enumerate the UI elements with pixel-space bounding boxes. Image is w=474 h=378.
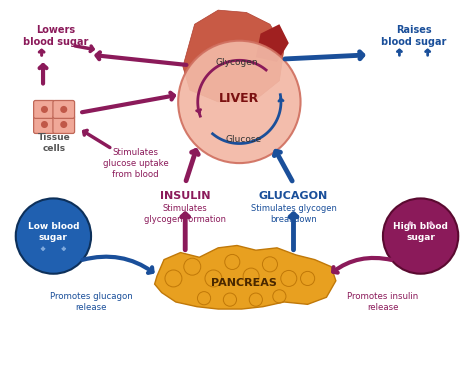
Circle shape (16, 198, 91, 274)
Text: Stimulates
glycogen formation: Stimulates glycogen formation (144, 204, 226, 224)
FancyBboxPatch shape (34, 116, 55, 133)
Text: LIVER: LIVER (219, 91, 259, 105)
FancyBboxPatch shape (34, 101, 55, 118)
Polygon shape (183, 10, 284, 102)
Text: Stimulates
glucose uptake
from blood: Stimulates glucose uptake from blood (103, 147, 169, 179)
Circle shape (60, 121, 67, 128)
Circle shape (41, 106, 48, 113)
Text: Stimulates glycogen
breakdown: Stimulates glycogen breakdown (251, 204, 337, 224)
Text: PANCREAS: PANCREAS (211, 278, 277, 288)
Text: Raises
blood sugar: Raises blood sugar (381, 25, 446, 47)
Text: Promotes insulin
release: Promotes insulin release (347, 292, 419, 312)
Text: Glycogen: Glycogen (216, 57, 258, 67)
FancyBboxPatch shape (53, 101, 74, 118)
Polygon shape (155, 245, 336, 309)
Text: Tissue
cells: Tissue cells (38, 133, 71, 153)
Text: INSULIN: INSULIN (160, 191, 210, 201)
Circle shape (383, 198, 458, 274)
Text: GLUCAGON: GLUCAGON (259, 191, 328, 201)
Text: Glucose: Glucose (226, 135, 262, 144)
Circle shape (178, 41, 301, 163)
Text: Promotes glucagon
release: Promotes glucagon release (50, 292, 132, 312)
Text: Lowers
blood sugar: Lowers blood sugar (23, 25, 89, 47)
Text: High blood
sugar: High blood sugar (393, 222, 448, 242)
FancyBboxPatch shape (53, 116, 74, 133)
Polygon shape (256, 24, 289, 62)
Circle shape (60, 106, 67, 113)
Circle shape (41, 121, 48, 128)
Text: Low blood
sugar: Low blood sugar (27, 222, 79, 242)
